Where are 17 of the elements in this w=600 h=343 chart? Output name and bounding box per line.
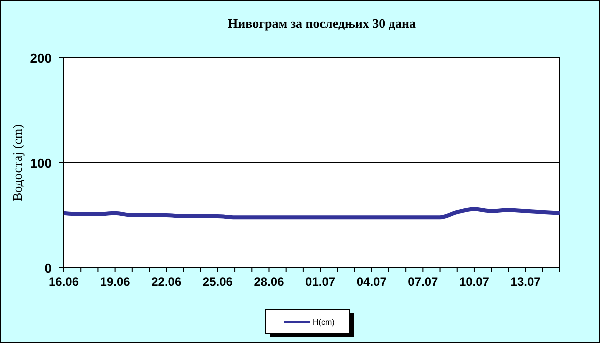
chart-title: Нивограм за последњих 30 дана — [228, 16, 416, 31]
x-tick-label: 13.07 — [510, 275, 542, 289]
x-tick-label: 19.06 — [100, 275, 131, 289]
y-axis-title: Водостај (cm) — [10, 124, 25, 202]
x-tick-label: 22.06 — [152, 275, 182, 289]
y-tick-label: 0 — [44, 261, 52, 276]
line-series — [62, 207, 562, 220]
y-tick-label: 100 — [30, 156, 52, 171]
x-tick-label: 16.06 — [48, 275, 80, 289]
x-tick-label: 25.06 — [202, 275, 234, 289]
x-tick-label: 28.06 — [254, 275, 285, 289]
y-tick-label: 200 — [30, 51, 52, 66]
x-tick-label: 07.07 — [408, 275, 439, 289]
x-tick-label: 01.07 — [306, 275, 336, 289]
x-tick-label: 10.07 — [459, 275, 490, 289]
x-tick-label: 04.07 — [356, 275, 388, 289]
legend-label: H(cm) — [313, 318, 336, 327]
